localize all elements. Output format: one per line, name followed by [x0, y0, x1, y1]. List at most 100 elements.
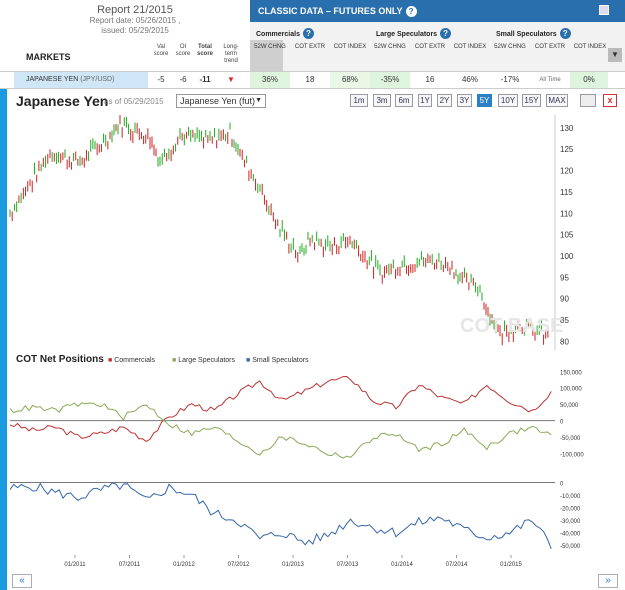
- x-tick-label: 07/2012: [228, 562, 250, 568]
- cot-y-tick: 150,000: [560, 370, 582, 376]
- ls-index: 46%: [461, 75, 478, 84]
- subheader-1[interactable]: COT EXTR: [294, 44, 326, 50]
- price-y-tick: 120: [560, 167, 574, 176]
- cot-y-tick: -50,000: [560, 436, 581, 442]
- market-name: JAPANESE YEN: [26, 76, 79, 83]
- price-y-tick: 110: [560, 209, 573, 218]
- market-row-jpy[interactable]: JAPANESE YEN (JPY/USD) -5 -6 -11 ▼ 36% 1…: [0, 71, 625, 89]
- group-commercials: Commercials: [256, 31, 300, 38]
- cot-y-tick: -100,000: [560, 452, 584, 458]
- x-tick-label: 01/2011: [64, 562, 86, 568]
- left-accent-bar: [0, 89, 7, 590]
- price-y-tick: 105: [560, 231, 574, 240]
- range-3m-button[interactable]: 3m: [373, 94, 391, 107]
- com-extr: 18: [305, 75, 315, 84]
- oi-score: -6: [179, 75, 187, 84]
- price-y-tick: 115: [560, 188, 573, 197]
- subheader-4[interactable]: COT EXTR: [414, 44, 446, 50]
- x-tick-label: 07/2011: [119, 562, 141, 568]
- oi-score-header: OI score: [175, 44, 191, 57]
- group-small-speculators: Small Speculators: [496, 31, 557, 38]
- range-max-button[interactable]: MAX: [546, 94, 568, 107]
- total-score-header: Total score: [196, 44, 213, 57]
- cot-title: COT Net Positions: [16, 354, 104, 365]
- ss-y-tick: -40,000: [560, 532, 581, 538]
- cot-series-0: [9, 375, 552, 442]
- ls-extr: 16: [425, 75, 435, 84]
- report-info: Report 21/2015 Report date: 05/26/2015 ,…: [70, 4, 200, 36]
- subheader-6[interactable]: 52W CHNG: [494, 44, 526, 50]
- price-y-tick: 90: [560, 295, 569, 304]
- close-icon[interactable]: x: [603, 94, 617, 107]
- ss-y-tick: -30,000: [560, 519, 581, 525]
- chart-asof: as of 05/29/2015: [104, 97, 164, 106]
- cot-y-tick: 100,000: [560, 387, 582, 393]
- help-icon[interactable]: ?: [559, 28, 571, 39]
- prev-page-button[interactable]: «: [12, 574, 32, 588]
- x-tick-label: 01/2012: [173, 562, 195, 568]
- market-select[interactable]: Japanese Yen (fut) ▼: [176, 94, 266, 108]
- classic-data-header: CLASSIC DATA – FUTURES ONLY?: [250, 0, 625, 22]
- dropdown-arrow-icon[interactable]: ▼: [608, 48, 622, 62]
- markets-label: MARKETS: [26, 52, 71, 62]
- market-select-value: Japanese Yen (fut): [180, 96, 256, 106]
- subheader-5[interactable]: COT INDEX: [453, 44, 487, 50]
- group-large-speculators: Large Speculators: [376, 31, 438, 38]
- total-score: -11: [199, 75, 211, 84]
- ls-chng: -35%: [370, 72, 410, 88]
- ss-series: [9, 482, 552, 549]
- print-chart-icon[interactable]: [580, 94, 596, 107]
- val-score-header: Val score: [153, 44, 169, 57]
- market-pair: (JPY/USD): [80, 76, 115, 83]
- legend-small-speculators: Small Speculators: [252, 357, 309, 364]
- ss-y-tick: -10,000: [560, 494, 581, 500]
- range-15y-button[interactable]: 15Y: [522, 94, 541, 107]
- ss-index: 0%: [570, 72, 608, 88]
- x-tick-label: 07/2014: [446, 562, 468, 568]
- next-page-button[interactable]: »: [598, 574, 618, 588]
- subheader-8[interactable]: COT INDEX: [573, 44, 607, 50]
- range-1y-button[interactable]: 1Y: [418, 94, 432, 107]
- x-tick-label: 01/2013: [282, 562, 304, 568]
- cot-y-tick: 50,000: [560, 403, 579, 409]
- x-tick-label: 01/2014: [391, 562, 413, 568]
- range-10y-button[interactable]: 10Y: [498, 94, 518, 107]
- price-y-tick: 125: [560, 145, 574, 154]
- classic-data-title: CLASSIC DATA – FUTURES ONLY: [258, 6, 403, 16]
- com-index: 68%: [330, 72, 370, 88]
- ss-y-tick: 0: [560, 482, 564, 488]
- val-score: -5: [157, 75, 165, 84]
- ss-y-tick: -20,000: [560, 507, 581, 513]
- ss-extr: All Time: [539, 77, 561, 83]
- range-1m-button[interactable]: 1m: [350, 94, 368, 107]
- x-tick-label: 01/2015: [500, 562, 522, 568]
- price-y-tick: 80: [560, 337, 569, 346]
- chart-title: Japanese Yen: [16, 93, 109, 109]
- watermark: COT BASE: [460, 315, 563, 337]
- ss-y-tick: -50,000: [560, 544, 581, 550]
- range-2y-button[interactable]: 2Y: [437, 94, 452, 107]
- range-5y-button[interactable]: 5Y: [477, 94, 492, 107]
- charts-svg: 80 85 90 95 100 105 110 115 120 125 130 COT BASE 1…: [9, 115, 584, 568]
- price-y-tick: 100: [560, 252, 574, 261]
- trend-header: Long-term trend: [223, 44, 239, 64]
- help-icon[interactable]: ?: [405, 6, 417, 17]
- subheader-0[interactable]: 52W CHNG: [254, 44, 286, 50]
- chevron-down-icon: ▼: [255, 97, 262, 104]
- x-tick-label: 07/2013: [337, 562, 359, 568]
- report-title: Report 21/2015: [97, 4, 173, 16]
- cot-series-1: [9, 402, 552, 459]
- help-icon[interactable]: ?: [302, 28, 314, 39]
- range-3y-button[interactable]: 3Y: [457, 94, 472, 107]
- legend-commercials: Commercials: [114, 357, 156, 364]
- help-icon[interactable]: ?: [440, 28, 452, 39]
- price-y-tick: 85: [560, 316, 569, 325]
- range-6m-button[interactable]: 6m: [395, 94, 413, 107]
- sorted-column[interactable]: [250, 40, 283, 71]
- cot-y-tick: 0: [560, 420, 564, 426]
- printer-icon[interactable]: [599, 5, 609, 15]
- subheader-7[interactable]: COT EXTR: [534, 44, 566, 50]
- subheader-2[interactable]: COT INDEX: [333, 44, 367, 50]
- down-arrow-icon: ▼: [227, 75, 235, 84]
- subheader-3[interactable]: 52W CHNG: [374, 44, 406, 50]
